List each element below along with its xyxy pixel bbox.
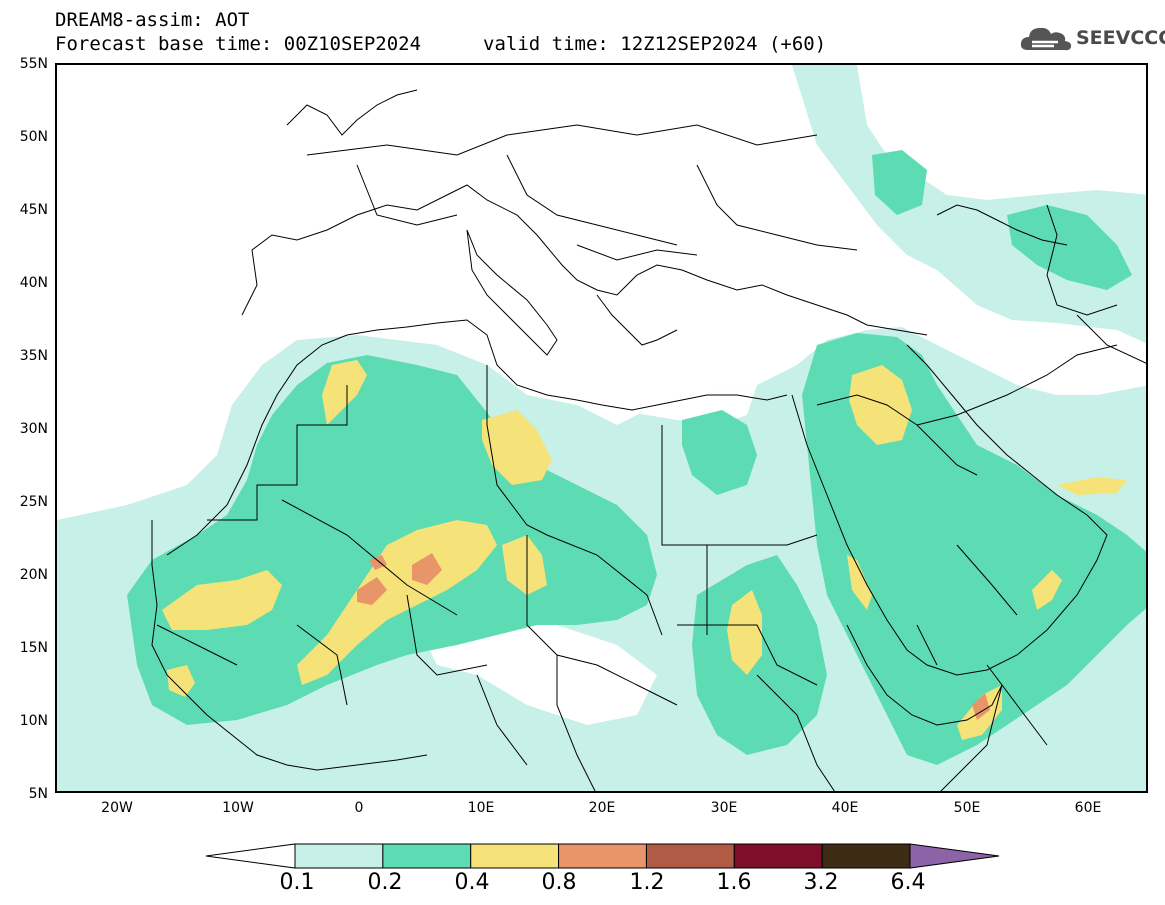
lat-label-55n: 55N [19, 56, 48, 72]
colorbar-tick: 0.4 [454, 870, 490, 895]
colorbar-swatch [821, 843, 911, 869]
country-boundaries [151, 89, 1146, 791]
aot-contour-0.8-c [972, 693, 990, 720]
aot-contour-0.2-west [127, 355, 657, 725]
colorbar-tick: 0.2 [367, 870, 403, 895]
colorbar-tick: 1.2 [629, 870, 665, 895]
lon-label-0: 0 [354, 800, 364, 816]
aot-contour-0.4-sudan [727, 590, 762, 675]
colorbar-tick: 1.6 [716, 870, 752, 895]
valid-time-label: valid time: 12Z12SEP2024 (+60) [483, 33, 827, 55]
lat-label-45n: 45N [19, 202, 48, 218]
base-time-label: Forecast base time: 00Z10SEP2024 [55, 33, 422, 55]
lat-label-5n: 5N [28, 786, 48, 802]
colorbar-lower-arrow [205, 843, 296, 869]
lat-label-25n: 25N [19, 494, 48, 510]
aot-contours [57, 65, 1146, 791]
aot-contour-0.2-mid [682, 410, 757, 495]
aot-field-svg [57, 65, 1146, 791]
lon-label-10w: 10W [222, 800, 254, 816]
colorbar-swatch [382, 843, 472, 869]
lon-label-30e: 30E [710, 800, 738, 816]
aot-contour-0.1-north [792, 65, 1146, 344]
colorbar-tick: 6.4 [890, 870, 926, 895]
lat-label-20n: 20N [19, 567, 48, 583]
colorbar-swatch [733, 843, 823, 869]
aot-contour-0.4-chad [502, 535, 547, 595]
colorbar-swatch [470, 843, 560, 869]
lat-label-50n: 50N [19, 129, 48, 145]
aot-contour-0.8-d [369, 555, 387, 570]
aot-contour-0.4-oman [1032, 570, 1062, 610]
lon-label-10e: 10E [467, 800, 495, 816]
lat-label-40n: 40N [19, 275, 48, 291]
lat-label-10n: 10N [19, 713, 48, 729]
colorbar-swatch [294, 843, 384, 869]
aot-colorbar [205, 843, 1000, 869]
cloud-icon [1020, 27, 1072, 51]
aot-contour-0.4-mali [297, 520, 497, 685]
aot-contour-0.4-gulf [1057, 477, 1127, 495]
aot-contour-0.4-iraq [849, 365, 912, 445]
aot-contour-0.8-a [412, 553, 442, 585]
colorbar-tick: 0.1 [279, 870, 315, 895]
aot-contour-0.4-redsea [847, 555, 872, 610]
colorbar-swatch [645, 843, 735, 869]
colorbar-upper-arrow [909, 843, 1000, 869]
lon-label-60e: 60E [1074, 800, 1102, 816]
lat-label-35n: 35N [19, 348, 48, 364]
aot-contour-0.4-libya [482, 410, 552, 485]
lon-label-20w: 20W [101, 800, 133, 816]
logo-text: SEEVCCC [1076, 27, 1165, 49]
lat-label-15n: 15N [19, 640, 48, 656]
seevccc-logo: SEEVCCC [1018, 22, 1165, 58]
aot-contour-0.4-senegal [167, 665, 195, 697]
aot-contour-0.8-b [357, 577, 387, 605]
aot-contour-0.2-ne [872, 150, 927, 215]
lon-label-40e: 40E [831, 800, 859, 816]
colorbar-swatch [558, 843, 647, 869]
map-title: DREAM8-assim: AOT [55, 9, 250, 31]
aot-contour-0.2-caspian [1007, 205, 1132, 290]
lon-label-20e: 20E [588, 800, 616, 816]
lat-label-30n: 30N [19, 421, 48, 437]
colorbar-tick: 0.8 [541, 870, 577, 895]
aot-contour-0.4-sahara [322, 360, 367, 425]
lon-label-50e: 50E [953, 800, 981, 816]
colorbar-tick: 3.2 [803, 870, 839, 895]
aot-contour-0.4-west [162, 570, 282, 630]
aot-map [55, 63, 1148, 793]
